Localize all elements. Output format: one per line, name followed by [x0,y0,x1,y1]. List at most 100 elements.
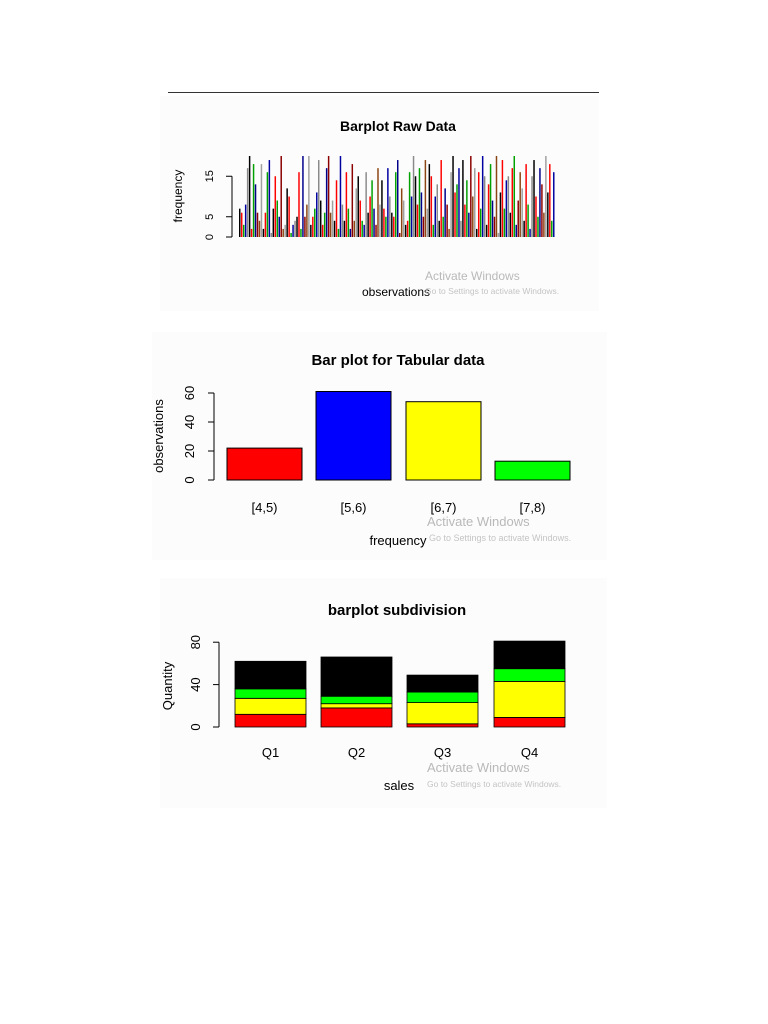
raw-data-bar [434,196,436,237]
stacked-segment [493,681,566,718]
stacked-segment [234,660,307,690]
raw-data-bar [268,160,271,237]
raw-data-bar [460,220,462,237]
x-axis-ticks: [4,5) [5,6) [6,7) [7,8) [251,500,545,515]
raw-data-bar [529,228,531,237]
y-tick-label: 60 [182,386,197,400]
y-axis-label: frequency [171,170,185,223]
raw-data-bar [551,220,553,237]
raw-data-bar [430,176,433,237]
raw-data-bar [541,184,543,237]
raw-data-bar [515,224,517,237]
raw-data-bar [282,228,284,237]
raw-data-bar [472,196,474,237]
category-bar [226,447,303,481]
raw-data-bar [371,180,373,237]
y-axis-ticks: 0 5 15 [204,170,232,240]
raw-data-bar [404,224,407,237]
raw-data-bar [383,208,385,237]
watermark-go-to-settings: Go to Settings to activate Windows. [425,286,559,296]
raw-data-bar [365,172,367,237]
raw-data-bar [428,164,431,237]
stacked-segment [406,691,479,704]
raw-data-bar [377,168,379,237]
stacked-segment [406,674,479,693]
x-tick-label: Q3 [434,745,451,760]
raw-data-bar [438,220,440,237]
raw-data-bar [385,216,387,237]
raw-data-bar [276,200,279,237]
bar-group [226,391,571,481]
raw-data-bar [294,220,296,237]
raw-data-bar [389,196,391,237]
raw-data-bar [426,208,429,237]
raw-data-bar [507,176,510,237]
raw-data-bar [272,208,275,237]
raw-data-bar [353,220,356,237]
raw-data-bar [458,168,460,237]
raw-data-bar [288,196,290,237]
raw-data-bar [239,208,241,237]
stacked-segment [493,668,566,682]
x-tick-label: [6,7) [430,500,456,515]
raw-data-bar [355,188,358,237]
raw-data-bar [539,168,541,237]
chart-title: barplot subdivision [328,602,466,619]
x-tick-label: Q2 [348,745,365,760]
raw-data-bar [361,220,363,237]
x-axis-ticks: Q1 Q2 Q3 Q4 [262,745,538,760]
stacked-segment [234,713,307,728]
raw-data-bar [341,204,344,237]
stacked-segment [320,707,393,728]
raw-data-bar [521,188,523,237]
raw-data-bar [418,168,421,237]
raw-data-bar [280,156,282,237]
raw-data-bar [493,216,496,237]
raw-data-bar [329,212,332,237]
chart-title: Barplot Raw Data [340,118,456,134]
raw-data-barplot: Barplot Raw Data 0 5 15 frequency Activate… [171,118,559,299]
raw-data-bar [497,232,500,237]
watermark-activate-windows: Activate Windows [425,269,520,283]
x-tick-label: [4,5) [251,500,277,515]
raw-data-bar [357,176,359,237]
raw-data-bar [476,228,478,237]
category-bar [405,401,482,481]
raw-data-bar [402,200,405,237]
raw-data-bar [254,184,257,237]
subdivision-barplot-panel: barplot subdivision 0 40 80 Q1 Q2 Q3 Q4 Quant… [160,578,607,808]
raw-data-bar [381,180,383,237]
raw-data-bar [452,156,454,237]
raw-data-bar [327,156,330,237]
stacked-segment [320,695,393,705]
y-tick-label: 0 [204,234,216,240]
raw-data-bar [420,192,423,237]
raw-data-bar [499,192,502,237]
y-axis-label: Quantity [160,661,175,710]
raw-data-bar [479,208,482,237]
raw-data-bar [284,224,286,237]
raw-data-bar [474,168,476,237]
y-tick-label: 40 [188,677,203,691]
y-tick-label: 15 [204,170,216,182]
raw-data-bar [391,212,393,237]
raw-data-bar [491,200,494,237]
raw-data-bar [339,156,342,237]
raw-data-bar [454,192,456,237]
raw-data-bar [306,204,308,237]
raw-data-bar [369,196,371,237]
raw-data-bar [337,228,340,237]
raw-data-bar [464,204,466,237]
raw-data-bar [351,164,354,237]
raw-data-bar [513,156,516,237]
raw-data-bar [300,228,302,237]
raw-data-bar [250,228,253,237]
raw-data-bar [256,212,259,237]
raw-data-bar [543,212,545,237]
raw-data-bar [444,188,446,237]
raw-data-bar [398,232,401,237]
y-tick-label: 0 [188,723,203,730]
raw-data-bar [290,232,292,237]
y-tick-label: 80 [188,635,203,649]
